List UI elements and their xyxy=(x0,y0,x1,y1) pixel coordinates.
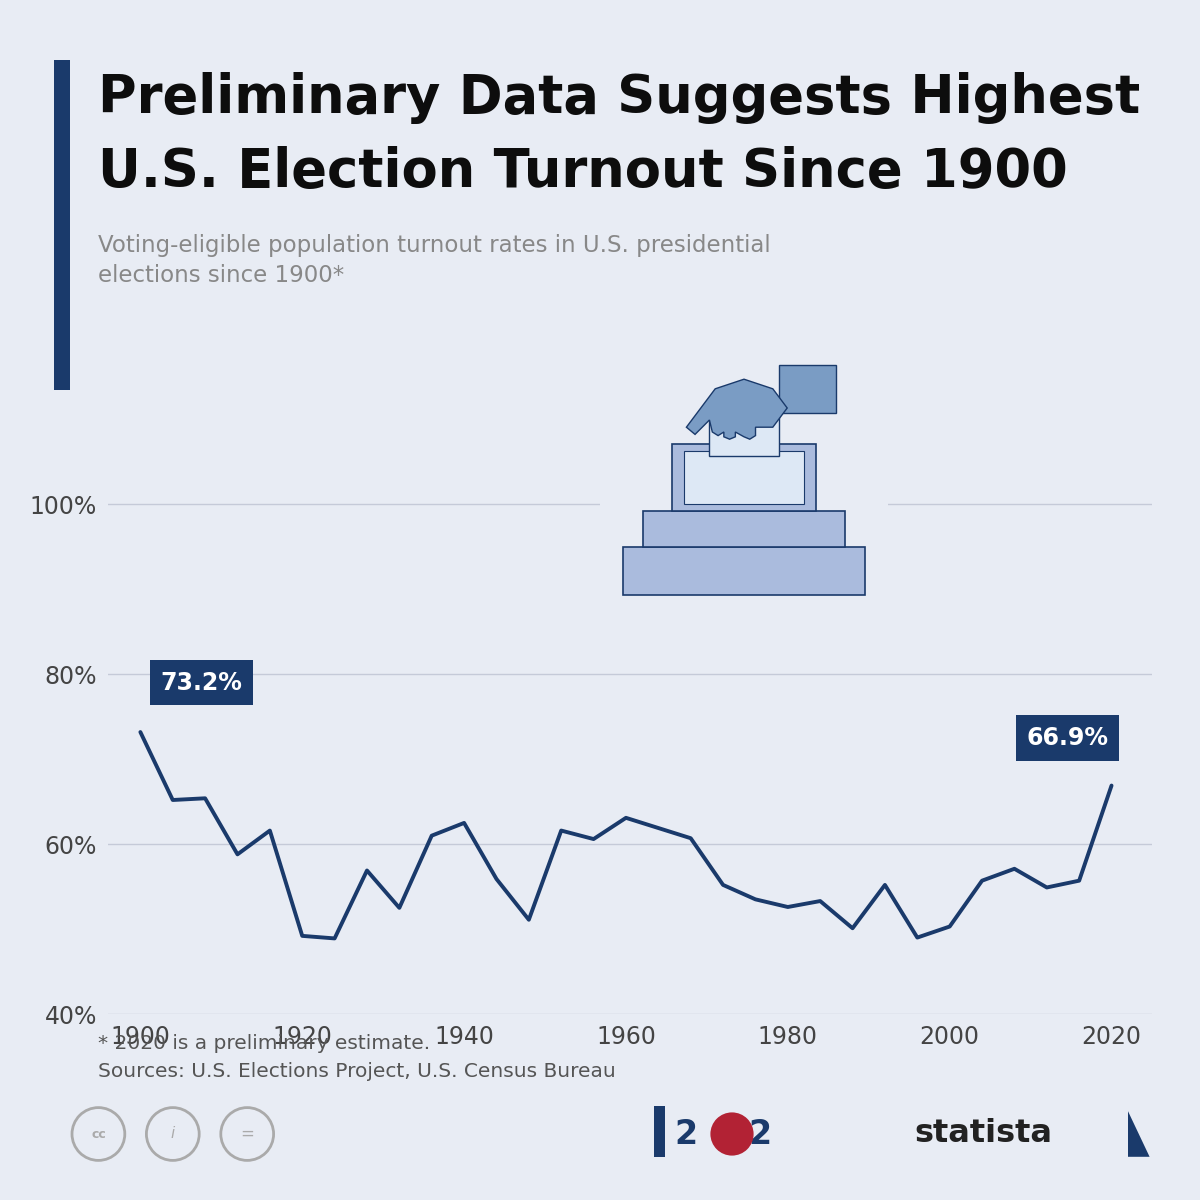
Text: Preliminary Data Suggests Highest: Preliminary Data Suggests Highest xyxy=(98,72,1141,124)
Text: 66.9%: 66.9% xyxy=(1026,726,1109,750)
Text: 73.2%: 73.2% xyxy=(161,671,242,695)
Text: 2: 2 xyxy=(749,1117,772,1151)
Bar xyxy=(672,444,816,511)
Polygon shape xyxy=(686,379,787,439)
Bar xyxy=(709,413,779,456)
Bar xyxy=(623,547,865,595)
Text: * 2020 is a preliminary estimate.: * 2020 is a preliminary estimate. xyxy=(98,1034,431,1054)
Bar xyxy=(779,365,836,413)
Bar xyxy=(721,438,767,446)
Bar xyxy=(684,451,804,504)
Text: Sources: U.S. Elections Project, U.S. Census Bureau: Sources: U.S. Elections Project, U.S. Ce… xyxy=(98,1062,616,1081)
Text: statista: statista xyxy=(914,1118,1052,1150)
Bar xyxy=(643,511,845,547)
Text: =: = xyxy=(240,1126,254,1142)
Text: 2: 2 xyxy=(674,1117,697,1151)
Text: U.S. Election Turnout Since 1900: U.S. Election Turnout Since 1900 xyxy=(98,146,1068,198)
Text: cc: cc xyxy=(91,1128,106,1140)
Text: Voting-eligible population turnout rates in U.S. presidential
elections since 19: Voting-eligible population turnout rates… xyxy=(98,234,772,287)
Text: i: i xyxy=(170,1127,175,1141)
